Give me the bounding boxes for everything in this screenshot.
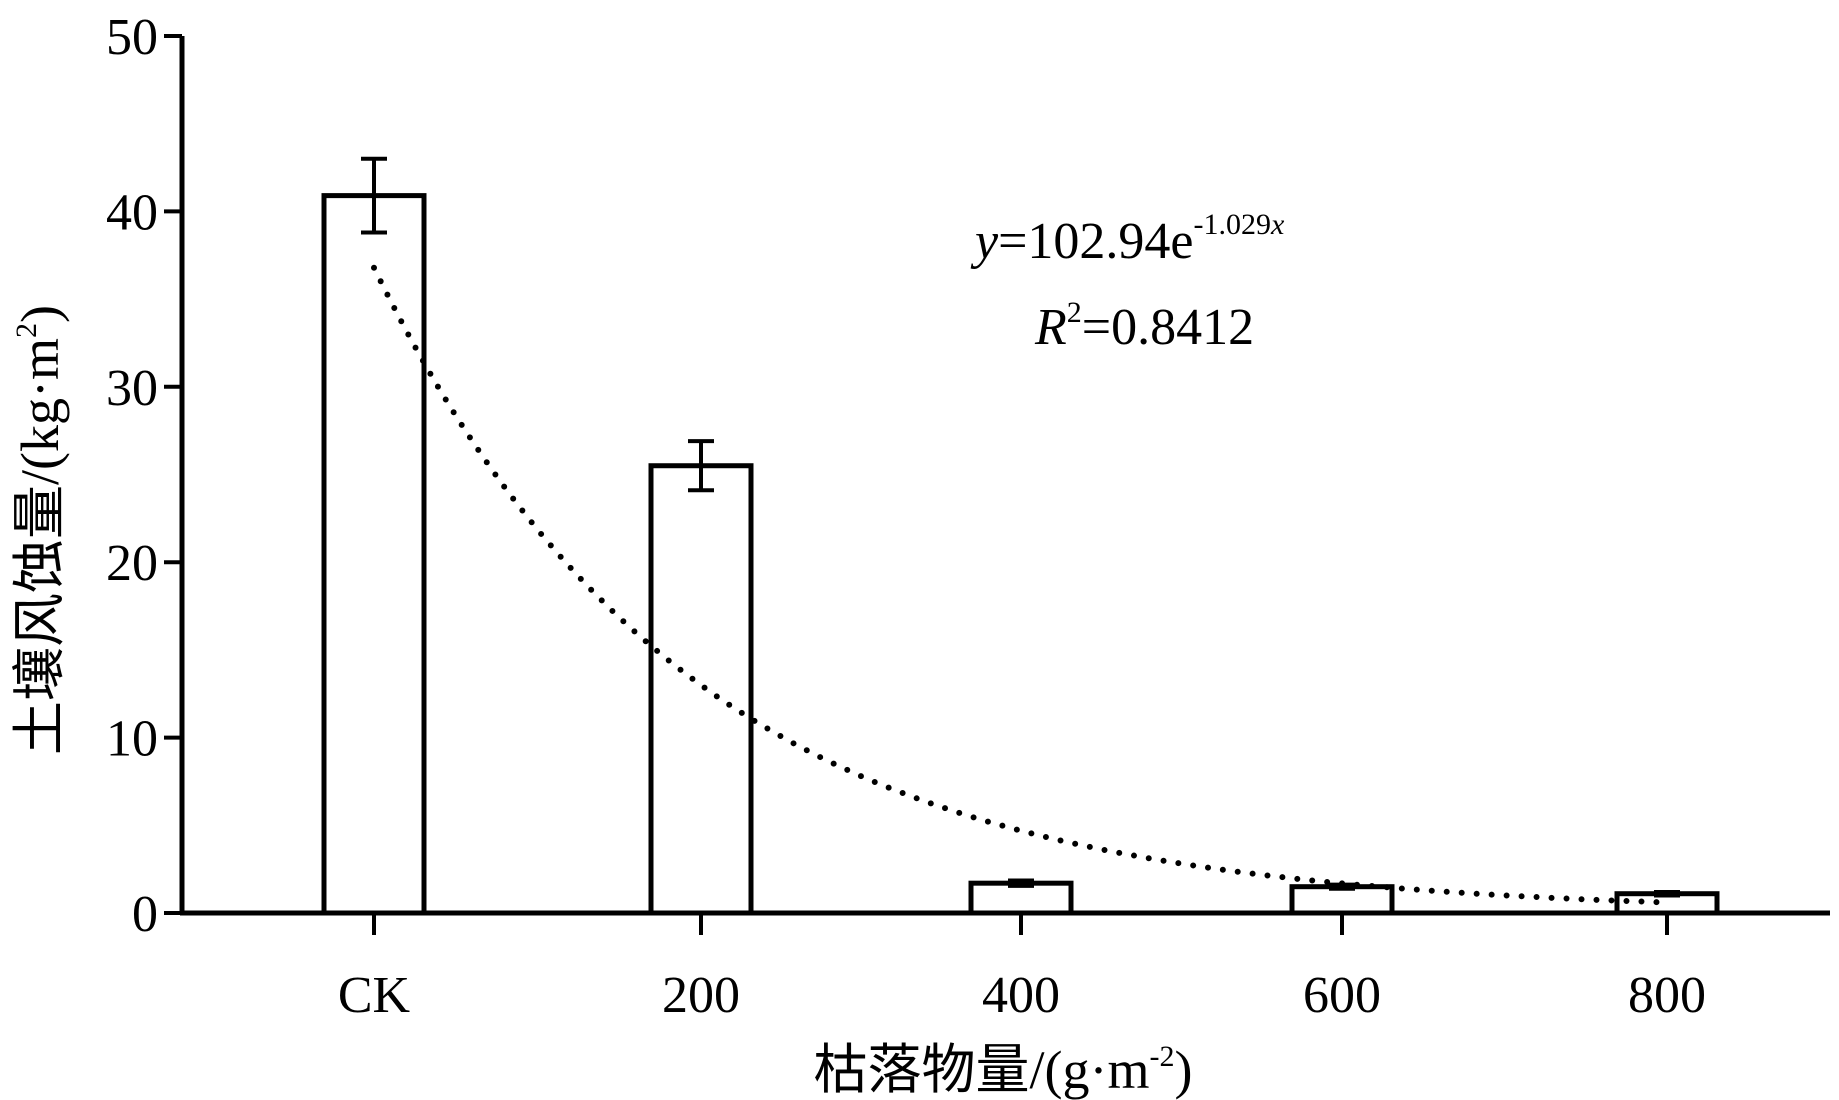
x-tick-label-200: 200 <box>662 967 740 1024</box>
equation-y-exp-var: x <box>1270 208 1285 241</box>
y-tick-label-10: 10 <box>106 711 158 768</box>
equation-line-2: R2=0.8412 <box>1034 296 1254 356</box>
trendline <box>371 264 1670 906</box>
x-tick-label-600: 600 <box>1303 967 1381 1024</box>
x-axis-title: 枯落物量/(g·m-2) <box>814 1040 1193 1100</box>
equation-y-var: y <box>970 213 999 270</box>
y-tick-label-40: 40 <box>106 184 158 241</box>
equation-y-exp: -1.029 <box>1194 208 1272 241</box>
y-tick-label-0: 0 <box>132 886 158 943</box>
equation-line-1: y=102.94e-1.029x <box>970 208 1285 270</box>
x-axis-title-main: 枯落物量/(g·m <box>814 1040 1150 1100</box>
bar-200 <box>648 463 754 916</box>
x-tick-label-800: 800 <box>1628 967 1706 1024</box>
equation-y-rhs: =102.94e <box>998 213 1193 270</box>
plot-area: 0 10 20 30 40 50 CK 200 400 600 800 <box>106 9 1830 1024</box>
equation-r-rhs: =0.8412 <box>1082 299 1254 356</box>
bar-ck <box>321 193 427 916</box>
y-axis-title-main: 土壤风蚀量/(kg·m <box>10 338 70 755</box>
y-axis-title-close: ) <box>10 305 70 323</box>
y-axis-title-sup: 2 <box>10 323 43 338</box>
x-tick-label-400: 400 <box>982 967 1060 1024</box>
y-tick-label-20: 20 <box>106 535 158 592</box>
x-axis-title-sup: -2 <box>1150 1040 1175 1073</box>
x-tick-label-ck: CK <box>338 967 411 1024</box>
x-axis-title-close: ) <box>1175 1040 1193 1100</box>
y-axis-title: 土壤风蚀量/(kg·m2) <box>10 305 70 755</box>
equation-r-var: R <box>1034 299 1067 356</box>
y-tick-label-30: 30 <box>106 360 158 417</box>
y-tick-label-50: 50 <box>106 9 158 66</box>
equation-r-sup: 2 <box>1067 296 1082 329</box>
